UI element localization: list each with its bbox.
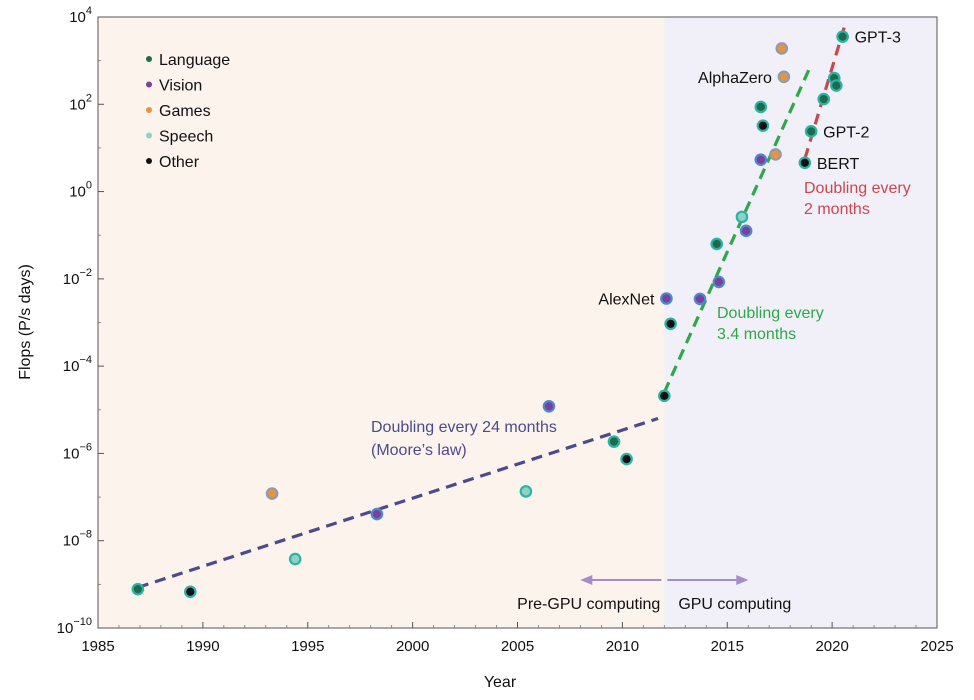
x-tick-label: 2000 — [396, 638, 429, 655]
data-point-games — [769, 148, 782, 161]
data-point-vision — [754, 153, 768, 167]
axis-ticks: 1985 1990 1995 2000 2005 2010 2015 2020 2025 104 1… — [57, 5, 954, 655]
y-tick-label: 10−4 — [63, 354, 92, 375]
data-point-other — [658, 389, 671, 403]
y-tick-label: 104 — [69, 5, 92, 26]
legend-label-other: Other — [159, 154, 200, 171]
trend-line — [662, 68, 811, 393]
annotations: Doubling every 24 months (Moore’s law) Dou… — [371, 30, 911, 613]
data-point-language — [754, 100, 768, 114]
legend-label-vision: Vision — [159, 78, 202, 95]
y-tick-label: 10−6 — [63, 441, 92, 462]
pre-gpu-computing-label: Pre-GPU computing — [517, 596, 660, 613]
legend-marker-speech — [146, 132, 152, 139]
region-pre-gpu — [98, 17, 665, 628]
x-tick-label: 1990 — [186, 638, 219, 655]
y-tick-label: 10−2 — [63, 267, 92, 288]
point-label-gpt-2: GPT-2 — [823, 124, 869, 141]
pre-gpu-arrowhead — [580, 575, 593, 585]
y-tick-label: 10−10 — [57, 616, 92, 637]
legend-marker-vision — [146, 81, 152, 88]
x-tick-label: 2005 — [501, 638, 534, 655]
legend: Language Vision Games Speech Other — [146, 52, 230, 171]
gpu-doubling-label-line1: Doubling every — [717, 305, 824, 322]
gpu-computing-label: GPU computing — [678, 596, 791, 613]
data-points — [131, 30, 849, 599]
region-backgrounds — [98, 17, 937, 628]
point-label-alexnet: AlexNet — [598, 291, 655, 308]
legend-marker-other — [146, 158, 152, 164]
legend-label-speech: Speech — [159, 129, 213, 146]
data-point-vision — [660, 292, 673, 305]
y-axis-title: Flops (P/s days) — [17, 264, 34, 380]
moores-law-label-line1: Doubling every 24 months — [371, 419, 557, 436]
data-point-vision — [693, 292, 707, 306]
data-point-speech — [519, 485, 533, 498]
point-label-gpt-3: GPT-3 — [855, 30, 901, 47]
data-point-language — [830, 79, 843, 92]
data-point-language — [131, 582, 145, 596]
x-tick-label: 1985 — [81, 638, 114, 655]
data-point-other — [798, 156, 812, 170]
region-gpu — [664, 17, 937, 628]
data-point-vision — [542, 399, 556, 413]
transformer-doubling-label-line1: Doubling every — [804, 180, 911, 197]
legend-label-language: Language — [159, 52, 230, 69]
legend-label-games: Games — [159, 103, 211, 120]
transformer-doubling-label-line2: 2 months — [804, 201, 870, 218]
data-point-language — [710, 237, 724, 251]
legend-marker-language — [146, 56, 152, 62]
data-point-language — [817, 92, 831, 106]
x-tick-label: 2010 — [606, 638, 639, 655]
data-point-language — [804, 125, 818, 138]
data-point-other — [756, 119, 770, 132]
x-tick-label: 2020 — [815, 638, 848, 655]
point-label-alphazero: AlphaZero — [698, 70, 772, 87]
data-point-vision — [370, 507, 384, 521]
x-tick-label: 1995 — [291, 638, 324, 655]
data-point-speech — [735, 210, 749, 224]
x-tick-label: 2015 — [711, 638, 744, 655]
moores-law-label-line2: (Moore’s law) — [371, 442, 467, 459]
data-point-other — [620, 452, 633, 466]
data-point-speech — [288, 552, 302, 566]
data-point-language — [836, 30, 849, 43]
y-tick-label: 100 — [69, 180, 92, 201]
gpu-doubling-label-line2: 3.4 months — [717, 326, 796, 343]
data-point-language — [607, 435, 621, 448]
data-point-games — [777, 70, 791, 84]
data-point-games — [265, 487, 279, 500]
gpu-arrowhead — [736, 575, 749, 585]
x-axis-title: Year — [484, 674, 517, 691]
data-point-vision — [712, 275, 726, 289]
trend-line — [137, 416, 659, 589]
y-tick-label: 10−8 — [63, 529, 92, 550]
point-label-bert: BERT — [817, 156, 860, 173]
x-tick-label: 2025 — [920, 638, 953, 655]
y-tick-label: 102 — [69, 92, 92, 113]
data-point-games — [775, 42, 789, 55]
data-point-vision — [739, 224, 753, 238]
legend-marker-games — [146, 107, 152, 113]
data-point-other — [183, 585, 197, 599]
data-point-other — [664, 317, 677, 331]
